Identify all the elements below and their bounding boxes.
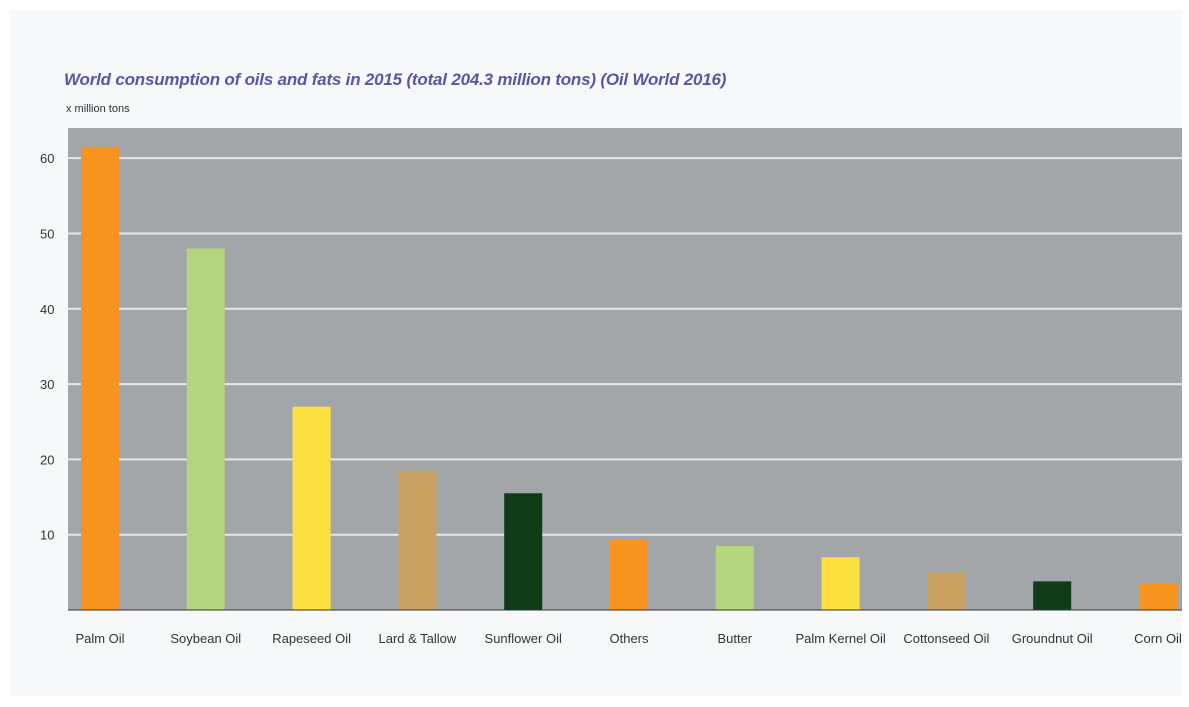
y-tick-label: 60 (40, 151, 54, 166)
bar-others (610, 539, 648, 610)
y-axis-unit-label: x million tons (66, 103, 130, 115)
y-tick-label: 30 (40, 377, 54, 392)
bar-sunflower-oil (504, 493, 543, 610)
y-tick-label: 40 (40, 302, 54, 317)
bar-palm-oil (81, 146, 119, 610)
x-category-label: Groundnut Oil (1012, 631, 1093, 646)
bar-cottonseed-oil (927, 572, 966, 610)
y-tick-label: 50 (40, 226, 54, 241)
x-category-label: Palm Kernel Oil (795, 631, 885, 646)
bar-palm-kernel-oil (821, 557, 860, 610)
x-category-label: Palm Oil (75, 631, 124, 646)
y-axis-ticks: 10 20 30 40 50 60 (40, 151, 54, 543)
x-category-label: Cottonseed Oil (903, 631, 989, 646)
chart-title: World consumption of oils and fats in 20… (64, 70, 727, 89)
bars (81, 146, 1177, 610)
x-category-label: Corn Oil (1134, 631, 1182, 646)
bar-rapeseed-oil (292, 406, 331, 610)
bar-corn-oil (1139, 583, 1177, 610)
x-category-label: Butter (717, 631, 752, 646)
x-axis-labels: Palm Oil Soybean Oil Rapeseed Oil Lard & Ta… (75, 631, 1182, 646)
bar-butter (715, 545, 754, 610)
bar-groundnut-oil (1033, 581, 1072, 610)
x-category-label: Sunflower Oil (485, 631, 562, 646)
x-category-label: Soybean Oil (170, 631, 241, 646)
plot-background (68, 128, 1182, 610)
y-tick-label: 20 (40, 452, 54, 467)
x-category-label: Others (609, 631, 649, 646)
gridlines (68, 157, 1182, 536)
x-category-label: Lard & Tallow (378, 631, 456, 646)
bar-soybean-oil (186, 248, 225, 610)
bar-lard-tallow (398, 470, 437, 610)
x-category-label: Rapeseed Oil (272, 631, 351, 646)
y-tick-label: 10 (40, 528, 54, 543)
